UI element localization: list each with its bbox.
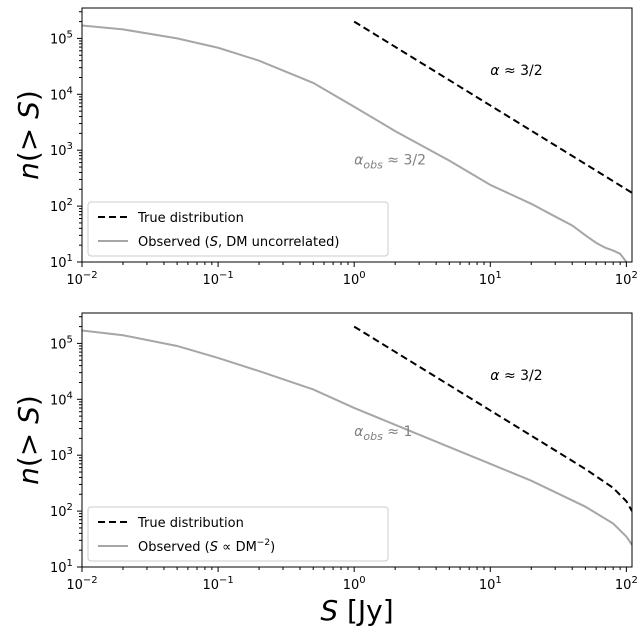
series-group <box>82 20 632 262</box>
plot-frame <box>81 312 633 568</box>
x-tick-label: 100 <box>343 270 366 288</box>
x-tick-label: 101 <box>479 575 502 593</box>
legend-label: True distribution <box>137 211 244 226</box>
slope-annotation: αobs ≈ 3/2 <box>354 153 426 172</box>
x-tick-label: 101 <box>479 270 502 288</box>
x-tick-label: 10−1 <box>202 270 233 288</box>
y-axis-label: n(> S) <box>12 395 45 485</box>
y-tick-label: 102 <box>50 197 73 215</box>
chart-panel-2: 10−2 10−1 100 101 102 101 102 103 104 105 n(> S) S … <box>12 312 638 627</box>
y-tick-label: 102 <box>50 502 73 520</box>
y-tick-label: 103 <box>50 446 73 464</box>
legend: True distribution Observed (S ∝ DM−2) <box>87 506 389 562</box>
legend: True distribution Observed (S, DM uncorre… <box>87 201 389 257</box>
x-tick-label: 10−1 <box>202 575 233 593</box>
legend-label: Observed (S, DM uncorrelated) <box>138 235 339 250</box>
legend-box <box>87 201 389 257</box>
y-tick-label: 105 <box>50 334 73 352</box>
series-group <box>82 325 632 546</box>
y-axis-label: n(> S) <box>12 90 45 180</box>
observed-line <box>82 329 632 546</box>
y-tick-label: 105 <box>50 29 73 47</box>
x-tick-label: 10−2 <box>66 575 97 593</box>
slope-annotation: αobs ≈ 1 <box>354 424 412 443</box>
x-tick-label: 10−2 <box>66 270 97 288</box>
slope-annotation: α ≈ 3/2 <box>490 63 542 79</box>
true-distribution-line <box>353 20 632 194</box>
slope-annotation: α ≈ 3/2 <box>490 368 542 384</box>
true-distribution-line <box>353 325 632 512</box>
x-tick-label: 102 <box>615 270 638 288</box>
y-tick-label: 104 <box>50 85 73 103</box>
plot-frame <box>81 7 633 263</box>
x-axis-label: S [Jy] <box>320 594 393 627</box>
legend-label: True distribution <box>137 516 244 531</box>
legend-box <box>87 506 389 562</box>
x-tick-label: 102 <box>615 575 638 593</box>
y-tick-label: 103 <box>50 141 73 159</box>
legend-label: Observed (S ∝ DM−2) <box>138 538 275 555</box>
x-tick-label: 100 <box>343 575 366 593</box>
y-tick-label: 101 <box>50 558 73 576</box>
observed-line <box>82 24 628 262</box>
chart-panel-1: 10−2 10−1 100 101 102 101 102 103 104 105 n(> S) α … <box>12 7 638 288</box>
y-tick-label: 104 <box>50 390 73 408</box>
y-tick-label: 101 <box>50 253 73 271</box>
